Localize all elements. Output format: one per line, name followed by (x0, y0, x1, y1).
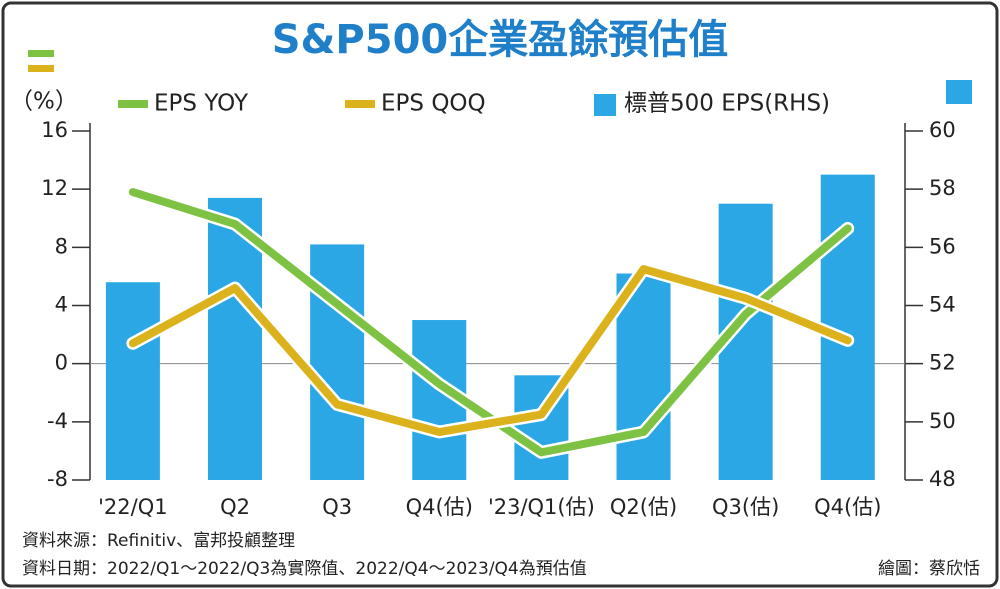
y2-tick-label: 56 (929, 234, 956, 258)
y2-tick-label: 60 (929, 118, 956, 142)
y-tick-label: -8 (47, 467, 68, 491)
x-tick-label: Q2 (220, 495, 250, 519)
chart-title: S&P500企業盈餘預估值 (272, 17, 729, 63)
legend-icon (28, 65, 54, 72)
y2-tick-label: 58 (929, 176, 956, 200)
legend-icon (28, 50, 54, 57)
y2-tick-label: 48 (929, 467, 956, 491)
bar (310, 244, 365, 480)
line (128, 265, 852, 437)
y2-tick-label: 50 (929, 409, 956, 433)
source: 資料來源：Refinitiv、富邦投顧整理 (22, 531, 295, 551)
x-tick-label: '23/Q1(估) (488, 495, 595, 519)
y-unit-label: （%） (10, 89, 78, 115)
legend-label: 標普500 EPS(RHS) (624, 91, 830, 117)
y-tick-label: 4 (55, 293, 68, 317)
legend-swatch (594, 94, 616, 116)
x-tick-label: Q3(估) (712, 495, 779, 519)
legend-label: EPS QOQ (381, 91, 486, 117)
legend-label: EPS YOY (154, 91, 249, 117)
x-tick-label: Q2(估) (610, 495, 677, 519)
y2-tick-label: 52 (929, 351, 956, 375)
bar (616, 273, 671, 480)
x-tick-label: Q3 (322, 495, 352, 519)
bar (105, 282, 160, 480)
legend-icon (946, 80, 972, 104)
x-tick-label: '22/Q1 (98, 495, 167, 519)
x-tick-label: Q4(估) (406, 495, 473, 519)
y-tick-label: 12 (41, 176, 68, 200)
y-tick-label: 0 (55, 351, 68, 375)
y-tick-label: -4 (47, 409, 68, 433)
y-tick-label: 16 (41, 118, 68, 142)
credit: 繪圖：蔡欣恬 (878, 559, 980, 579)
y-tick-label: 8 (55, 234, 68, 258)
y2-tick-label: 54 (929, 293, 956, 317)
x-tick-label: Q4(估) (814, 495, 881, 519)
date-note: 資料日期：2022/Q1～2022/Q3為實際值、2022/Q4～2023/Q4… (22, 559, 587, 579)
